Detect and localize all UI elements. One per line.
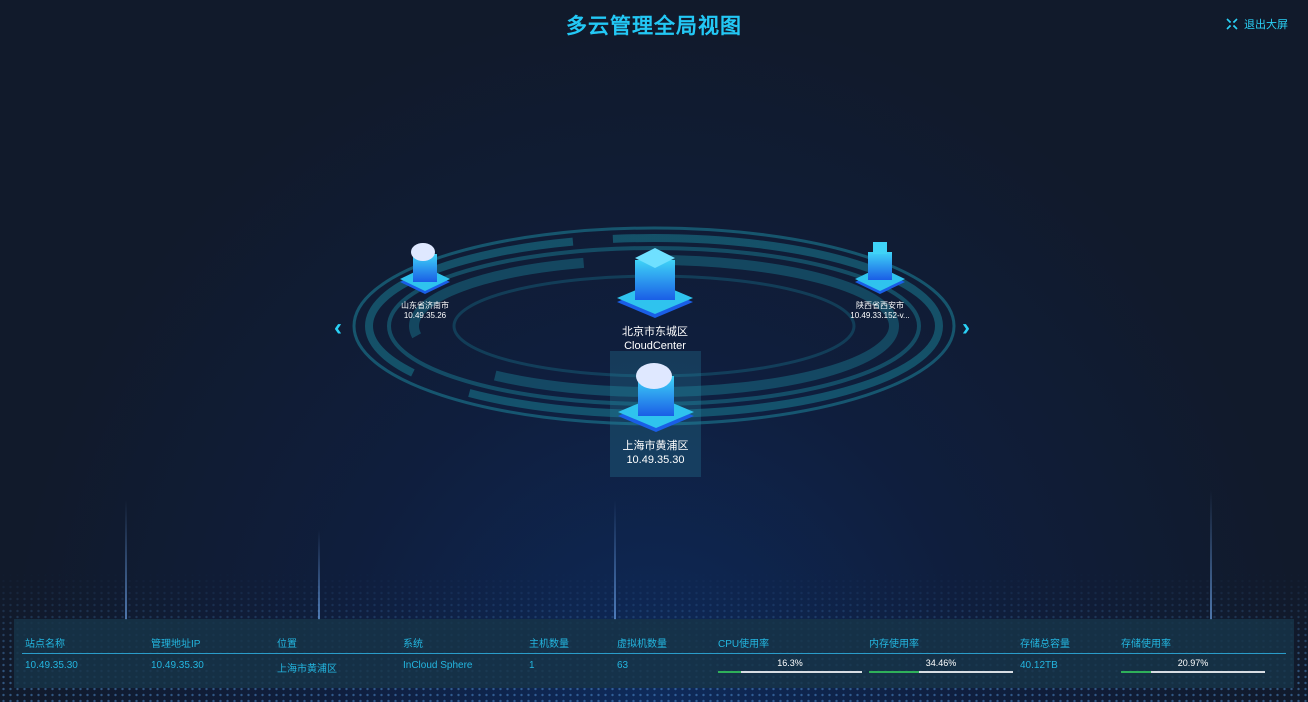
light-beam	[318, 530, 320, 620]
cell-hosts: 1	[529, 660, 535, 671]
col-header: 存储使用率	[1121, 639, 1171, 650]
node-ip: 10.49.35.26	[403, 311, 447, 320]
col-header: 管理地址IP	[151, 639, 201, 650]
memory-progress-bar	[869, 671, 1013, 673]
page-title: 多云管理全局视图	[566, 15, 742, 38]
site-node-xian[interactable]: 陕西省西安市 10.49.33.152-v...	[845, 238, 915, 321]
node-ip: CloudCenter	[624, 340, 686, 352]
site-node-shanghai[interactable]: 上海市黄浦区 10.49.35.30	[610, 358, 701, 467]
col-header: 内存使用率	[869, 639, 919, 650]
node-name: 上海市黄浦区	[622, 440, 689, 452]
cell-location: 上海市黄浦区	[277, 664, 337, 675]
cell-storage: 40.12TB	[1020, 660, 1058, 671]
cell-vms: 63	[617, 660, 629, 671]
light-beam	[1210, 490, 1212, 620]
site-node-jinan[interactable]: 山东省济南市 10.49.35.26	[395, 240, 455, 321]
header-divider	[22, 653, 1286, 654]
exit-fullscreen-icon	[1226, 18, 1238, 30]
col-header: 系统	[403, 639, 423, 650]
node-name: 山东省济南市	[401, 301, 449, 310]
cell-system: InCloud Sphere	[403, 660, 473, 671]
storage-progress-bar	[1121, 671, 1265, 673]
cloud-building-icon	[400, 243, 450, 294]
node-ip: 10.49.33.152-v...	[850, 311, 910, 320]
exit-fullscreen-button[interactable]: 退出大屏	[1226, 16, 1288, 32]
cpu-value: 16.3%	[777, 658, 803, 668]
next-arrow-button[interactable]: ›	[962, 314, 970, 341]
col-header: 主机数量	[529, 639, 569, 650]
light-beam	[125, 500, 127, 620]
light-beam	[614, 500, 616, 620]
cell-name: 10.49.35.30	[25, 660, 78, 671]
site-node-beijing[interactable]: 北京市东城区 CloudCenter	[600, 246, 710, 353]
col-header: 位置	[277, 639, 297, 650]
node-ip: 10.49.35.30	[626, 454, 685, 466]
col-header: 站点名称	[25, 639, 65, 650]
col-header: CPU使用率	[718, 639, 770, 650]
exit-label: 退出大屏	[1244, 19, 1288, 31]
data-center-icon	[617, 248, 693, 318]
memory-value: 34.46%	[925, 658, 957, 668]
site-table: 站点名称 管理地址IP 位置 系统 主机数量 虚拟机数量 CPU使用率 内存使用…	[14, 619, 1294, 688]
building-icon	[855, 242, 905, 294]
cloud-building-icon	[617, 363, 694, 432]
cpu-progress-bar	[718, 671, 862, 673]
node-name: 北京市东城区	[622, 326, 688, 338]
cell-ip: 10.49.35.30	[151, 660, 204, 671]
prev-arrow-button[interactable]: ‹	[334, 314, 342, 341]
col-header: 存储总容量	[1020, 639, 1070, 650]
storage-usage-value: 20.97%	[1177, 658, 1209, 668]
col-header: 虚拟机数量	[617, 639, 667, 650]
node-name: 陕西省西安市	[856, 301, 904, 310]
